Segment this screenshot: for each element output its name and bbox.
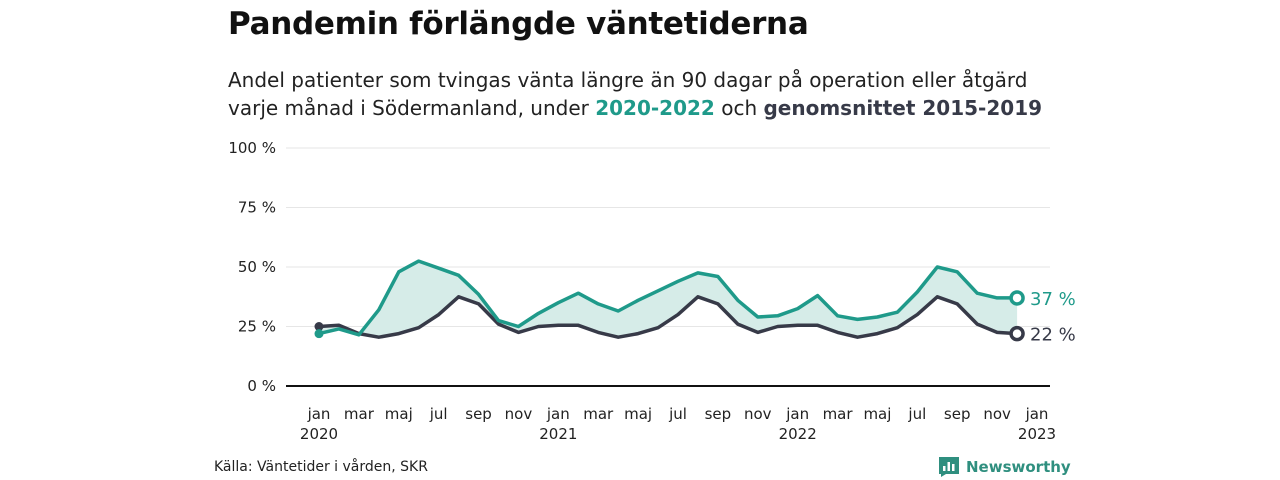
subtitle-text-mid: och	[714, 96, 764, 120]
end-label-current: 37 %	[1030, 289, 1076, 310]
x-tick-label-nov-34: nov	[983, 405, 1011, 423]
x-tick-label-jul-6: jul	[429, 405, 448, 423]
x-tick-label-jan-36: jan	[1025, 405, 1049, 423]
end-label-average: 22 %	[1030, 325, 1076, 346]
brand-logo: Newsworthy	[938, 456, 1071, 478]
x-tick-label-nov-10: nov	[505, 405, 533, 423]
subtitle-line-1: Andel patienter som tvingas vänta längre…	[228, 68, 1028, 92]
x-tick-label-jan-24: jan	[785, 405, 809, 423]
x-tick-label-sep-32: sep	[944, 405, 971, 423]
x-tick-year-2022: 2022	[779, 425, 817, 443]
source-note: Källa: Väntetider i vården, SKR	[214, 459, 428, 475]
y-tick-label-0: 0 %	[247, 377, 276, 395]
x-tick-label-sep-8: sep	[465, 405, 492, 423]
x-tick-year-2020: 2020	[300, 425, 338, 443]
chart-title: Pandemin förlängde väntetiderna	[228, 6, 809, 42]
x-tick-label-jul-18: jul	[668, 405, 687, 423]
y-tick-label-50: 50 %	[238, 258, 276, 276]
x-tick-label-maj-16: maj	[624, 405, 652, 423]
x-tick-label-mar-2: mar	[344, 405, 375, 423]
x-tick-label-sep-20: sep	[705, 405, 732, 423]
x-tick-label-jul-30: jul	[907, 405, 926, 423]
series-line-average	[317, 295, 1019, 339]
subtitle-series-average: genomsnittet 2015-2019	[763, 96, 1043, 120]
x-tick-label-mar-26: mar	[823, 405, 854, 423]
y-tick-label-75: 75 %	[238, 199, 276, 217]
x-tick-label-maj-28: maj	[863, 405, 891, 423]
x-tick-label-jan-0: jan	[307, 405, 331, 423]
subtitle-series-current: 2020-2022	[595, 96, 715, 120]
x-tick-label-mar-14: mar	[583, 405, 614, 423]
start-point-average	[314, 322, 324, 331]
newsworthy-icon	[939, 457, 959, 477]
x-tick-label-maj-4: maj	[385, 405, 413, 423]
brand-name: Newsworthy	[966, 458, 1071, 476]
y-tick-label-100: 100 %	[228, 139, 276, 157]
series-line-current	[317, 259, 1019, 337]
subtitle-text-pre: varje månad i Södermanland, under	[228, 96, 596, 120]
y-tick-label-25: 25 %	[238, 318, 276, 336]
chart-subtitle: Andel patienter som tvingas vänta längre…	[228, 66, 1060, 122]
x-tick-label-nov-22: nov	[744, 405, 772, 423]
x-tick-year-2023: 2023	[1018, 425, 1056, 443]
x-tick-year-2021: 2021	[539, 425, 577, 443]
end-point-current	[1009, 290, 1025, 306]
start-point-current	[314, 329, 324, 339]
x-tick-label-jan-12: jan	[546, 405, 570, 423]
subtitle-line-2: varje månad i Södermanland, under 2020-2…	[228, 94, 1060, 122]
end-point-average	[1009, 325, 1025, 342]
